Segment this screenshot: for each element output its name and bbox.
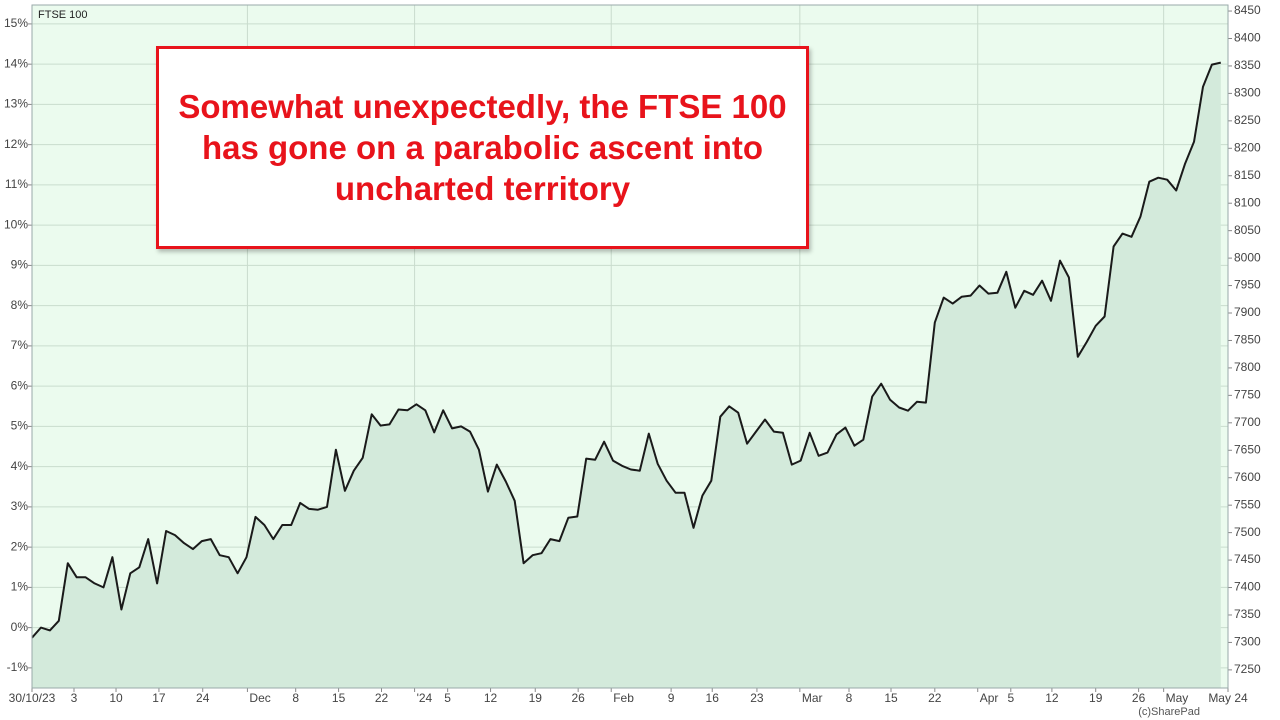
x-tick-label: 26 [571,691,585,705]
y2-tick-label: 8050 [1234,223,1261,237]
y2-tick-label: 7450 [1234,552,1261,566]
y-tick-label: 4% [11,459,29,473]
x-tick-label: 19 [529,691,543,705]
y-tick-label: 7% [11,338,29,352]
x-tick-label: Dec [249,691,270,705]
x-tick-label: Mar [802,691,823,705]
y-tick-label: 10% [4,217,28,231]
y-tick-label: 14% [4,56,28,70]
x-tick-label: 5 [444,691,451,705]
annotation: Somewhat unexpectedly, the FTSE 100 has … [156,46,809,249]
x-tick-label: 22 [375,691,389,705]
y2-tick-label: 7600 [1234,470,1261,484]
y2-tick-label: 7500 [1234,525,1261,539]
x-tick-label: 12 [1045,691,1059,705]
y-tick-label: 12% [4,137,28,151]
x-tick-label: May [1166,691,1189,705]
y2-tick-label: 8000 [1234,250,1261,264]
y2-tick-label: 8300 [1234,86,1261,100]
y2-tick-label: 7700 [1234,415,1261,429]
y2-tick-label: 8100 [1234,195,1261,209]
y2-tick-label: 7350 [1234,607,1261,621]
y2-tick-label: 8350 [1234,58,1261,72]
y2-tick-label: 7900 [1234,305,1261,319]
y-tick-label: -1% [7,660,29,674]
y-tick-label: 13% [4,97,28,111]
y2-tick-label: 7300 [1234,635,1261,649]
x-tick-label: 19 [1089,691,1103,705]
y-tick-label: 5% [11,419,29,433]
source: (c)SharePad [1138,706,1200,718]
y-tick-label: 11% [5,177,28,191]
x-tick-label: 9 [668,691,675,705]
x-tick-label: 24 [196,691,210,705]
y2-tick-label: 7250 [1234,662,1261,676]
y2-tick-label: 7400 [1234,580,1261,594]
x-tick-label: 5 [1007,691,1014,705]
y-tick-label: 3% [11,499,29,513]
x-tick-label: Apr [980,691,999,705]
y-tick-label: 2% [11,539,29,553]
series-label: FTSE 100 [38,9,88,21]
x-tick-label: 16 [706,691,720,705]
x-tick-label: 8 [846,691,853,705]
y2-tick-label: 7750 [1234,388,1261,402]
y2-tick-label: 8450 [1234,3,1261,17]
x-tick-label: Feb [613,691,634,705]
y-tick-label: 15% [4,16,28,30]
x-tick-label: May 24 [1208,691,1248,705]
y2-tick-label: 7650 [1234,442,1261,456]
x-tick-label: 22 [928,691,942,705]
x-tick-label: 15 [332,691,346,705]
x-tick-label: 17 [152,691,166,705]
y2-tick-label: 8150 [1234,168,1261,182]
x-tick-label: 10 [109,691,123,705]
y2-tick-label: 8400 [1234,31,1261,45]
x-tick-label: 30/10/23 [9,691,56,705]
y-tick-label: 6% [11,378,29,392]
line [31,61,1222,639]
y2-tick-label: 8250 [1234,113,1261,127]
plot-border [31,4,1229,689]
y2-tick-label: 7800 [1234,360,1261,374]
x-tick-label: '24 [417,691,433,705]
y2-tick-label: 7550 [1234,497,1261,511]
y2-tick-label: 7850 [1234,333,1261,347]
y-tick-label: 8% [11,298,29,312]
area [32,62,1221,689]
y2-tick-label: 8200 [1234,140,1261,154]
y-tick-label: 9% [11,258,29,272]
x-tick-label: 3 [71,691,78,705]
x-tick-label: 15 [884,691,898,705]
x-tick-label: 8 [292,691,299,705]
y2-tick-label: 7950 [1234,278,1261,292]
y-tick-label: 0% [11,620,29,634]
x-tick-label: 23 [750,691,764,705]
x-tick-label: 12 [484,691,498,705]
x-tick-label: 26 [1132,691,1146,705]
y-tick-label: 1% [11,580,29,594]
